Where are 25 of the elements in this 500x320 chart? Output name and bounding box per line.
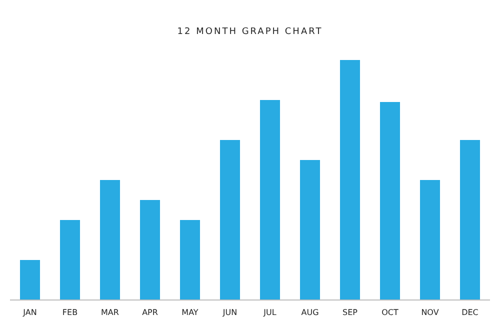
bar [380, 102, 400, 300]
x-tick-label: FEB [62, 308, 78, 317]
x-tick-label: NOV [421, 308, 440, 317]
x-tick-label: APR [142, 308, 158, 317]
x-tick-label: DEC [462, 308, 479, 317]
x-tick-label: JUN [222, 308, 238, 317]
bar [420, 180, 440, 300]
bar [300, 160, 320, 300]
bar [20, 260, 40, 300]
bar [220, 140, 240, 300]
x-tick-label: MAR [101, 308, 120, 317]
x-tick-label: JAN [22, 308, 37, 317]
bar [340, 60, 360, 300]
x-tick-label: AUG [301, 308, 319, 317]
bar [260, 100, 280, 300]
bar [100, 180, 120, 300]
x-tick-label: JUL [262, 308, 277, 317]
bar [460, 140, 480, 300]
bar [180, 220, 200, 300]
bar [140, 200, 160, 300]
x-tick-label: SEP [342, 308, 358, 317]
x-tick-label: MAY [182, 308, 198, 317]
chart-title: 12 MONTH GRAPH CHART [177, 27, 323, 37]
x-tick-label: OCT [382, 308, 398, 317]
bar [60, 220, 80, 300]
